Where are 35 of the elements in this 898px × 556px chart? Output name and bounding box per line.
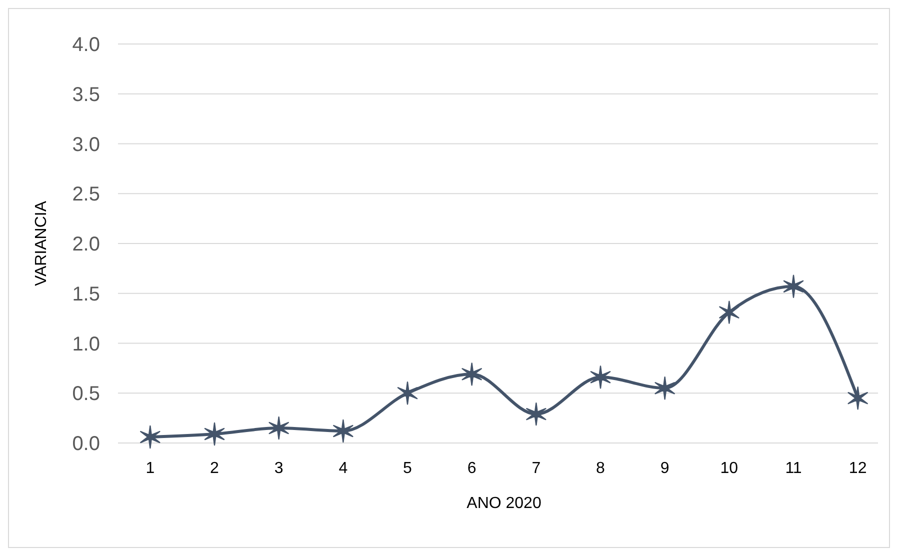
y-tick-label: 4.0 — [72, 34, 100, 56]
y-axis-title: VARIANCIA — [33, 200, 50, 286]
point — [462, 362, 482, 386]
y-tick-label: 1.5 — [72, 283, 100, 306]
x-tick-label: 9 — [660, 460, 670, 477]
x-tick-label: 10 — [720, 460, 738, 477]
point — [526, 402, 546, 426]
point — [397, 382, 418, 405]
x-tick-label: 2 — [210, 460, 220, 477]
point — [268, 416, 289, 440]
x-tick-label: 4 — [338, 460, 348, 477]
x-tick-label: 5 — [403, 460, 412, 477]
y-tick-label: 2.5 — [72, 184, 100, 206]
x-tick-label: 3 — [274, 460, 284, 477]
y-tick-label: 3.0 — [72, 134, 100, 156]
point — [140, 425, 160, 449]
y-tick-label: 0.0 — [72, 433, 100, 455]
x-tick-label: 6 — [467, 460, 476, 477]
y-tick-label: 0.5 — [72, 383, 100, 406]
point — [654, 376, 675, 400]
point — [719, 300, 740, 324]
y-tick-label: 1.0 — [72, 333, 100, 356]
x-axis-title: ANO 2020 — [466, 495, 542, 512]
point — [848, 386, 868, 410]
point — [333, 419, 354, 443]
y-tick-label: 2.0 — [72, 234, 100, 256]
point — [783, 274, 804, 298]
y-tick-label: 3.5 — [72, 84, 100, 106]
x-tick-label: 8 — [596, 460, 606, 477]
x-tick-label: 7 — [532, 460, 541, 477]
point — [204, 422, 225, 446]
x-tick-label: 11 — [785, 460, 802, 477]
x-tick-label: 12 — [848, 460, 867, 477]
point — [590, 366, 611, 389]
x-tick-label: 1 — [146, 460, 155, 477]
